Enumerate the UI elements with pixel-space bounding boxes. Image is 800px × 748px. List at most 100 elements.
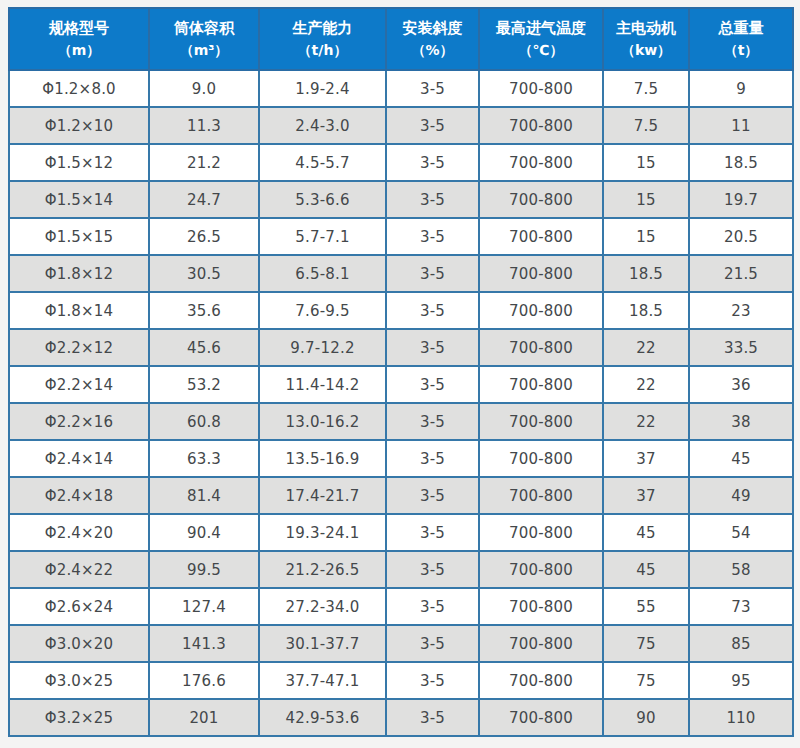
column-unit: （m³）	[150, 39, 258, 61]
table-cell: 3-5	[386, 625, 479, 662]
column-unit: （m）	[10, 39, 148, 61]
column-header: 生产能力 （t/h）	[259, 8, 386, 70]
table-cell: 700-800	[479, 107, 603, 144]
table-cell: 15	[603, 181, 689, 218]
table-cell: 18.5	[689, 144, 793, 181]
table-cell: Φ2.4×14	[9, 440, 149, 477]
table-cell: 22	[603, 403, 689, 440]
table-cell: 99.5	[149, 551, 259, 588]
table-cell: Φ1.2×8.0	[9, 70, 149, 107]
table-cell: 13.5-16.9	[259, 440, 386, 477]
table-cell: 1.9-2.4	[259, 70, 386, 107]
table-cell: 55	[603, 588, 689, 625]
column-unit: （t/h）	[260, 39, 385, 61]
table-cell: 35.6	[149, 292, 259, 329]
table-cell: 42.9-53.6	[259, 699, 386, 736]
table-cell: 3-5	[386, 107, 479, 144]
table-cell: 19.3-24.1	[259, 514, 386, 551]
table-cell: 3-5	[386, 551, 479, 588]
column-unit: （kw）	[604, 39, 688, 61]
table-cell: 3-5	[386, 218, 479, 255]
table-row: Φ1.5×1526.55.7-7.13-5700-8001520.5	[9, 218, 793, 255]
table-cell: 22	[603, 366, 689, 403]
table-cell: 54	[689, 514, 793, 551]
table-cell: 45.6	[149, 329, 259, 366]
table-cell: 19.7	[689, 181, 793, 218]
table-cell: 3-5	[386, 181, 479, 218]
table-cell: 30.1-37.7	[259, 625, 386, 662]
table-cell: 33.5	[689, 329, 793, 366]
header-row: 规格型号 （m） 筒体容积 （m³） 生产能力 （t/h） 安装斜度 （%）最高进气温度（℃）…	[9, 8, 793, 70]
table-row: Φ1.8×1435.67.6-9.53-5700-80018.523	[9, 292, 793, 329]
table-cell: 3-5	[386, 662, 479, 699]
table-cell: 6.5-8.1	[259, 255, 386, 292]
column-title: 安装斜度	[403, 19, 463, 37]
table-cell: 700-800	[479, 699, 603, 736]
table-cell: 63.3	[149, 440, 259, 477]
table-cell: 700-800	[479, 218, 603, 255]
table-cell: 3-5	[386, 477, 479, 514]
table-cell: Φ3.2×25	[9, 699, 149, 736]
table-cell: 700-800	[479, 366, 603, 403]
table-cell: 201	[149, 699, 259, 736]
table-cell: 30.5	[149, 255, 259, 292]
table-cell: 45	[689, 440, 793, 477]
table-cell: Φ2.6×24	[9, 588, 149, 625]
table-cell: 127.4	[149, 588, 259, 625]
table-cell: 45	[603, 514, 689, 551]
column-header: 最高进气温度（℃）	[479, 8, 603, 70]
table-cell: 21.2	[149, 144, 259, 181]
column-title: 规格型号	[49, 19, 109, 37]
table-cell: Φ2.4×22	[9, 551, 149, 588]
table-cell: Φ3.0×25	[9, 662, 149, 699]
table-cell: Φ2.4×18	[9, 477, 149, 514]
table-cell: 700-800	[479, 403, 603, 440]
table-row: Φ2.2×1660.813.0-16.23-5700-8002238	[9, 403, 793, 440]
column-header: 总重量（t）	[689, 8, 793, 70]
table-cell: 3-5	[386, 329, 479, 366]
table-cell: 700-800	[479, 477, 603, 514]
table-cell: 141.3	[149, 625, 259, 662]
table-cell: 20.5	[689, 218, 793, 255]
table-cell: Φ1.5×15	[9, 218, 149, 255]
table-row: Φ2.2×1245.69.7-12.23-5700-8002233.5	[9, 329, 793, 366]
table-cell: 90	[603, 699, 689, 736]
table-cell: 700-800	[479, 440, 603, 477]
table-cell: Φ1.5×12	[9, 144, 149, 181]
table-cell: 73	[689, 588, 793, 625]
table-cell: Φ1.2×10	[9, 107, 149, 144]
column-header: 安装斜度 （%）	[386, 8, 479, 70]
table-cell: 21.5	[689, 255, 793, 292]
table-cell: 700-800	[479, 70, 603, 107]
table-row: Φ1.8×1230.56.5-8.13-5700-80018.521.5	[9, 255, 793, 292]
column-title: 生产能力	[293, 19, 353, 37]
table-cell: 700-800	[479, 625, 603, 662]
table-cell: 700-800	[479, 329, 603, 366]
table-cell: 15	[603, 218, 689, 255]
table-cell: 37	[603, 440, 689, 477]
table-row: Φ2.6×24127.427.2-34.03-5700-8005573	[9, 588, 793, 625]
table-cell: 85	[689, 625, 793, 662]
table-cell: 58	[689, 551, 793, 588]
table-cell: 3-5	[386, 699, 479, 736]
table-cell: 11.4-14.2	[259, 366, 386, 403]
table-row: Φ2.4×1463.313.5-16.93-5700-8003745	[9, 440, 793, 477]
table-cell: 3-5	[386, 366, 479, 403]
column-title: 筒体容积	[174, 19, 234, 37]
table-cell: 7.6-9.5	[259, 292, 386, 329]
table-cell: 37.7-47.1	[259, 662, 386, 699]
table-cell: 700-800	[479, 181, 603, 218]
table-cell: 24.7	[149, 181, 259, 218]
table-cell: 700-800	[479, 551, 603, 588]
table-cell: 4.5-5.7	[259, 144, 386, 181]
table-cell: 7.5	[603, 70, 689, 107]
table-cell: 2.4-3.0	[259, 107, 386, 144]
table-cell: 9	[689, 70, 793, 107]
table-cell: 3-5	[386, 70, 479, 107]
column-title: 总重量	[719, 19, 764, 37]
table-cell: 700-800	[479, 255, 603, 292]
table-cell: 3-5	[386, 440, 479, 477]
table-cell: 26.5	[149, 218, 259, 255]
table-cell: 5.7-7.1	[259, 218, 386, 255]
column-unit: （%）	[387, 39, 478, 61]
